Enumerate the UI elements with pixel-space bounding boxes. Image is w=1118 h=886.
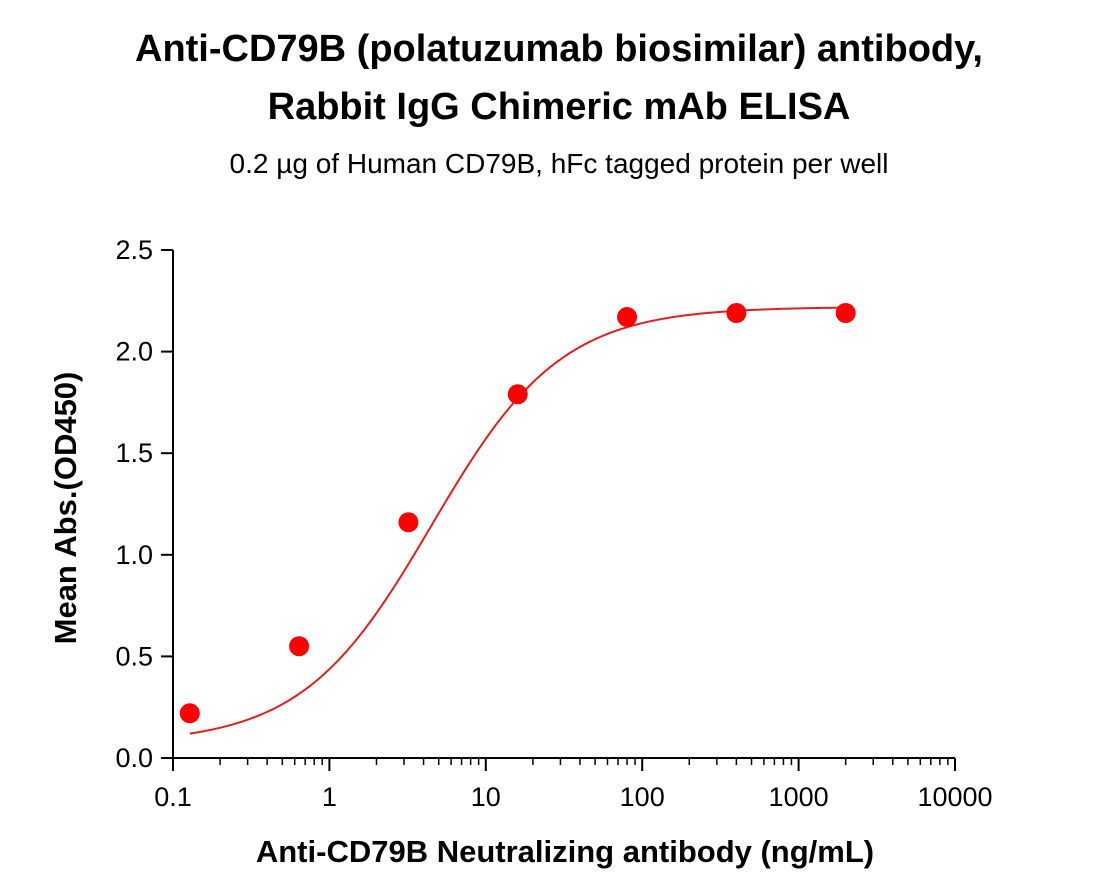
y-tick-label: 0.0 — [115, 743, 153, 773]
y-tick-label: 1.0 — [115, 540, 153, 570]
chart-title: Anti-CD79B (polatuzumab biosimilar) anti… — [135, 28, 983, 70]
chart-subtitle: 0.2 µg of Human CD79B, hFc tagged protei… — [229, 148, 889, 179]
y-tick-label: 2.5 — [115, 235, 153, 265]
fit-curve — [189, 306, 846, 735]
data-point — [179, 703, 200, 724]
x-tick-label: 100 — [620, 782, 665, 812]
data-point — [835, 302, 856, 323]
fit-curve-layer — [189, 306, 846, 735]
data-points-layer — [179, 302, 856, 724]
x-tick-label: 1000 — [769, 782, 829, 812]
axes: 0.0 0.5 1.0 1.5 2.0 2.5 0.1 1 10 100 1000 10000 — [115, 235, 992, 812]
y-tick-label: 2.0 — [115, 337, 153, 367]
chart-title-line2: Rabbit IgG Chimeric mAb ELISA — [267, 86, 851, 128]
x-axis-label: Anti-CD79B Neutralizing antibody (ng/mL) — [256, 834, 874, 869]
y-tick-label: 0.5 — [115, 641, 153, 671]
y-tick-label: 1.5 — [115, 438, 153, 468]
data-point — [617, 307, 638, 328]
y-axis-label: Mean Abs.(OD450) — [48, 372, 83, 645]
x-tick-label: 10 — [471, 782, 501, 812]
x-tick-label: 0.1 — [154, 782, 192, 812]
data-point — [726, 302, 747, 323]
x-tick-label: 10000 — [917, 782, 992, 812]
data-point — [289, 636, 310, 657]
data-point — [398, 512, 419, 533]
x-tick-label: 1 — [322, 782, 337, 812]
data-point — [507, 384, 528, 405]
